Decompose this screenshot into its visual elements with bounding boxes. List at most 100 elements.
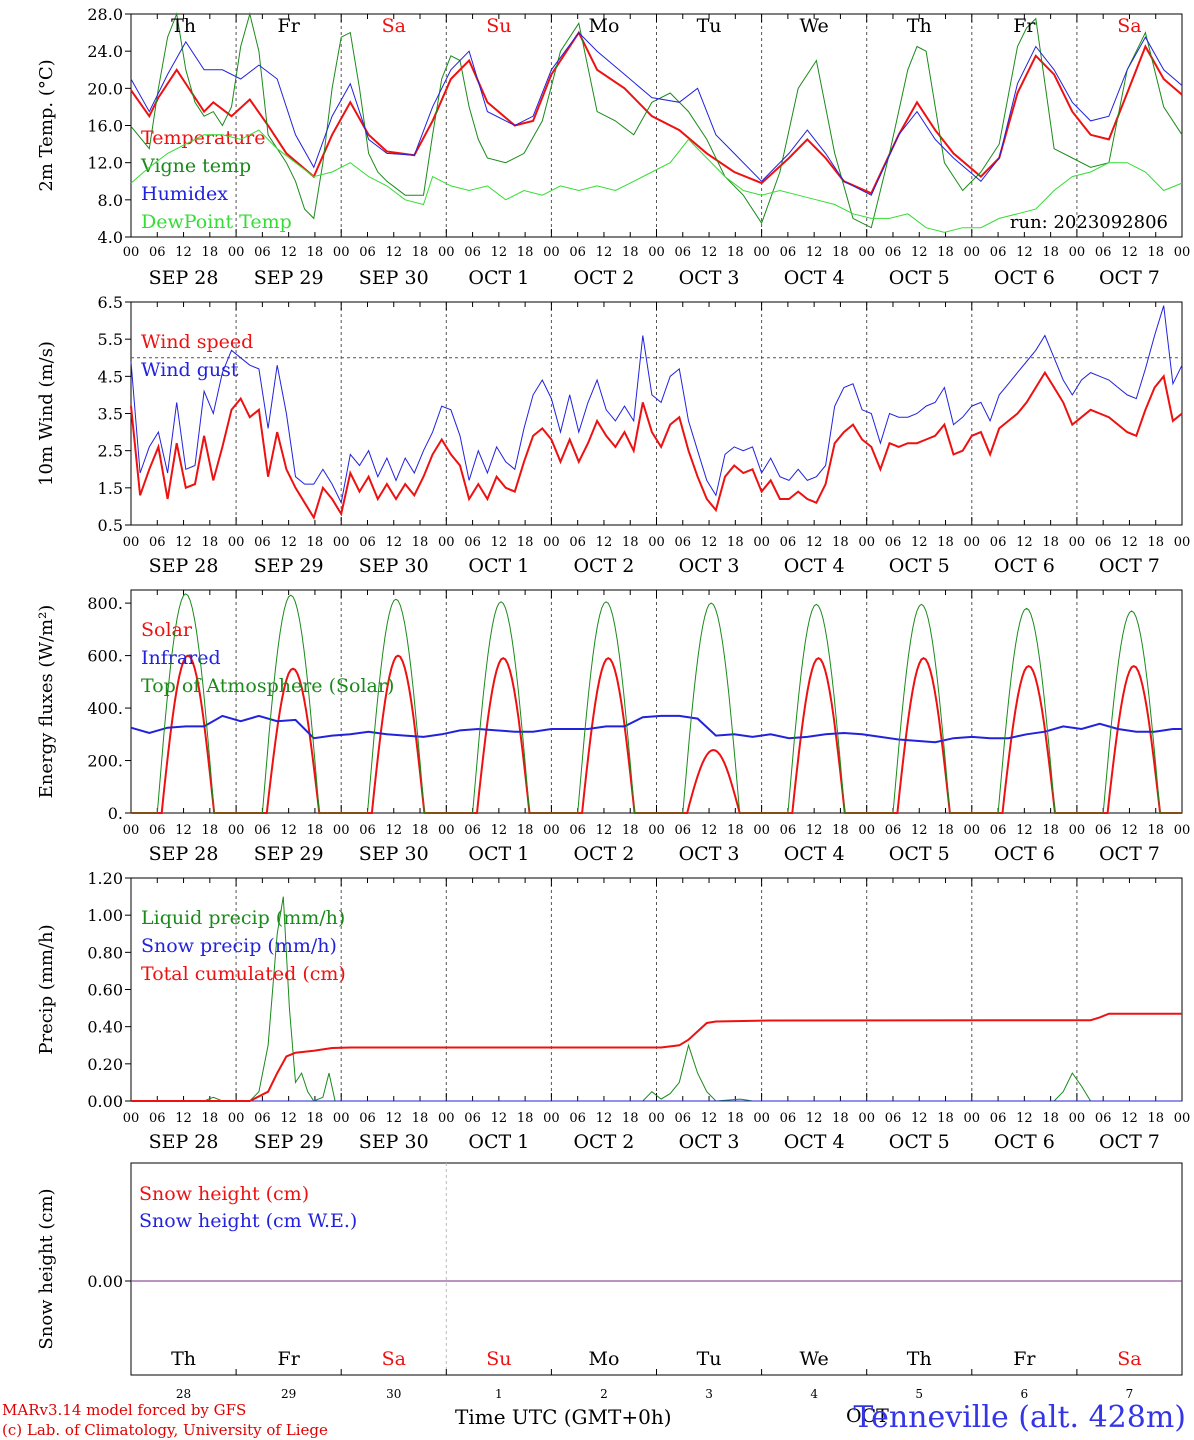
hour-tick-label: 18 bbox=[727, 1111, 744, 1126]
series-line-vigne-temp bbox=[130, 12, 1183, 229]
legend-entry: Solar bbox=[141, 619, 193, 641]
hour-tick-label: 00 bbox=[543, 1111, 560, 1126]
date-label: SEP 30 bbox=[359, 843, 429, 865]
series-line-dewpoint-temp bbox=[130, 129, 1183, 233]
hour-tick-label: 12 bbox=[1016, 535, 1033, 550]
day-number-label: 7 bbox=[1126, 1387, 1134, 1400]
hour-tick-label: 18 bbox=[517, 1111, 534, 1126]
hour-tick-label: 00 bbox=[123, 245, 140, 260]
hour-tick-label: 18 bbox=[1147, 823, 1164, 838]
y-tick-label: 0.00 bbox=[87, 1092, 123, 1111]
hour-tick-label: 12 bbox=[911, 823, 928, 838]
hour-tick-label: 18 bbox=[412, 823, 429, 838]
x-axis-title: Time UTC (GMT+0h) bbox=[455, 1405, 672, 1429]
hour-tick-label: 00 bbox=[648, 245, 665, 260]
weekday-label: Sa bbox=[1117, 1348, 1141, 1370]
date-label: OCT 2 bbox=[573, 843, 634, 865]
weekday-label: Su bbox=[486, 1348, 511, 1370]
series-line-total-cumulated-cm bbox=[131, 1012, 1182, 1102]
hour-tick-label: 18 bbox=[412, 245, 429, 260]
date-label: OCT 5 bbox=[889, 1131, 950, 1153]
run-label: run: 2023092806 bbox=[1010, 212, 1168, 233]
meteogram-svg: 2m Temp. (°C) 4.0 8.0 12.0 16.0 20.0 24.0 28.0 0… bbox=[36, 5, 1191, 1401]
hour-tick-label: 12 bbox=[385, 245, 402, 260]
day-number-label: 1 bbox=[495, 1387, 503, 1400]
date-label: OCT 4 bbox=[784, 555, 845, 577]
hour-tick-label: 12 bbox=[596, 823, 613, 838]
hour-tick-label: 12 bbox=[491, 1111, 508, 1126]
hour-tick-label: 00 bbox=[333, 823, 350, 838]
y-tick-label: 8.0 bbox=[98, 191, 123, 210]
hour-tick-label: 06 bbox=[990, 245, 1007, 260]
hour-tick-label: 18 bbox=[1042, 245, 1059, 260]
hour-tick-label: 18 bbox=[727, 245, 744, 260]
hour-tick-label: 12 bbox=[1121, 245, 1138, 260]
hour-tick-label: 06 bbox=[359, 823, 376, 838]
hour-tick-label: 12 bbox=[1121, 535, 1138, 550]
weekday-label: Fr bbox=[278, 15, 301, 37]
day-number-label: 4 bbox=[810, 1387, 818, 1400]
y-axis-label: Precip (mm/h) bbox=[36, 924, 57, 1054]
hour-tick-label: 00 bbox=[648, 1111, 665, 1126]
day-number-label: 28 bbox=[176, 1387, 191, 1400]
hour-tick-label: 12 bbox=[806, 535, 823, 550]
hour-tick-label: 00 bbox=[1174, 823, 1191, 838]
hour-tick-label: 00 bbox=[1069, 245, 1086, 260]
date-label: OCT 2 bbox=[573, 555, 634, 577]
hour-tick-label: 18 bbox=[517, 245, 534, 260]
hour-tick-label: 12 bbox=[806, 245, 823, 260]
legend-entry: Snow height (cm W.E.) bbox=[139, 1210, 357, 1232]
date-label: SEP 30 bbox=[359, 1131, 429, 1153]
day-number-label: 6 bbox=[1021, 1387, 1029, 1400]
legend-entry: Wind speed bbox=[141, 331, 253, 353]
hour-tick-label: 18 bbox=[1147, 245, 1164, 260]
hour-tick-label: 00 bbox=[964, 535, 981, 550]
hour-tick-label: 00 bbox=[858, 1111, 875, 1126]
hour-tick-label: 00 bbox=[438, 1111, 455, 1126]
hour-tick-label: 06 bbox=[464, 535, 481, 550]
hour-tick-label: 18 bbox=[202, 823, 219, 838]
hour-tick-label: 06 bbox=[885, 1111, 902, 1126]
hour-tick-label: 00 bbox=[1174, 535, 1191, 550]
hour-tick-label: 12 bbox=[911, 1111, 928, 1126]
series-line-top-of-atmosphere-solar bbox=[131, 593, 1182, 814]
date-label: OCT 3 bbox=[679, 1131, 740, 1153]
hour-tick-label: 12 bbox=[491, 823, 508, 838]
hour-tick-label: 00 bbox=[333, 535, 350, 550]
day-number-label: 5 bbox=[915, 1387, 923, 1400]
y-tick-label: 0.60 bbox=[87, 981, 123, 1000]
hour-tick-label: 18 bbox=[832, 1111, 849, 1126]
day-number-label: 29 bbox=[281, 1387, 296, 1400]
hour-tick-label: 06 bbox=[780, 535, 797, 550]
hour-tick-label: 12 bbox=[806, 1111, 823, 1126]
hour-tick-label: 00 bbox=[858, 823, 875, 838]
y-tick-label: 2.5 bbox=[98, 442, 123, 461]
legend-entry: Temperature bbox=[141, 127, 265, 149]
hour-tick-label: 12 bbox=[701, 535, 718, 550]
hour-tick-label: 12 bbox=[175, 535, 192, 550]
hour-tick-label: 06 bbox=[885, 535, 902, 550]
hour-tick-label: 00 bbox=[123, 823, 140, 838]
hour-tick-label: 18 bbox=[622, 823, 639, 838]
hour-tick-label: 18 bbox=[517, 535, 534, 550]
panel-frame bbox=[130, 589, 1183, 814]
date-label: OCT 3 bbox=[679, 555, 740, 577]
hour-tick-label: 00 bbox=[1069, 1111, 1086, 1126]
hour-tick-label: 18 bbox=[202, 535, 219, 550]
series-line-temperature bbox=[130, 30, 1183, 195]
legend-entry: Snow height (cm) bbox=[139, 1183, 309, 1205]
hour-tick-label: 12 bbox=[596, 1111, 613, 1126]
hour-tick-label: 00 bbox=[228, 823, 245, 838]
hour-tick-label: 06 bbox=[675, 1111, 692, 1126]
weekday-label: Sa bbox=[382, 15, 406, 37]
hour-tick-label: 00 bbox=[123, 535, 140, 550]
hour-tick-label: 06 bbox=[675, 823, 692, 838]
hour-tick-label: 00 bbox=[543, 535, 560, 550]
model-credit: MARv3.14 model forced by GFS bbox=[2, 1401, 247, 1419]
hour-tick-label: 12 bbox=[280, 823, 297, 838]
date-label: OCT 4 bbox=[784, 843, 845, 865]
date-label: SEP 28 bbox=[149, 555, 219, 577]
legend-entry: Top of Atmosphere (Solar) bbox=[141, 675, 394, 697]
hour-tick-label: 06 bbox=[359, 1111, 376, 1126]
